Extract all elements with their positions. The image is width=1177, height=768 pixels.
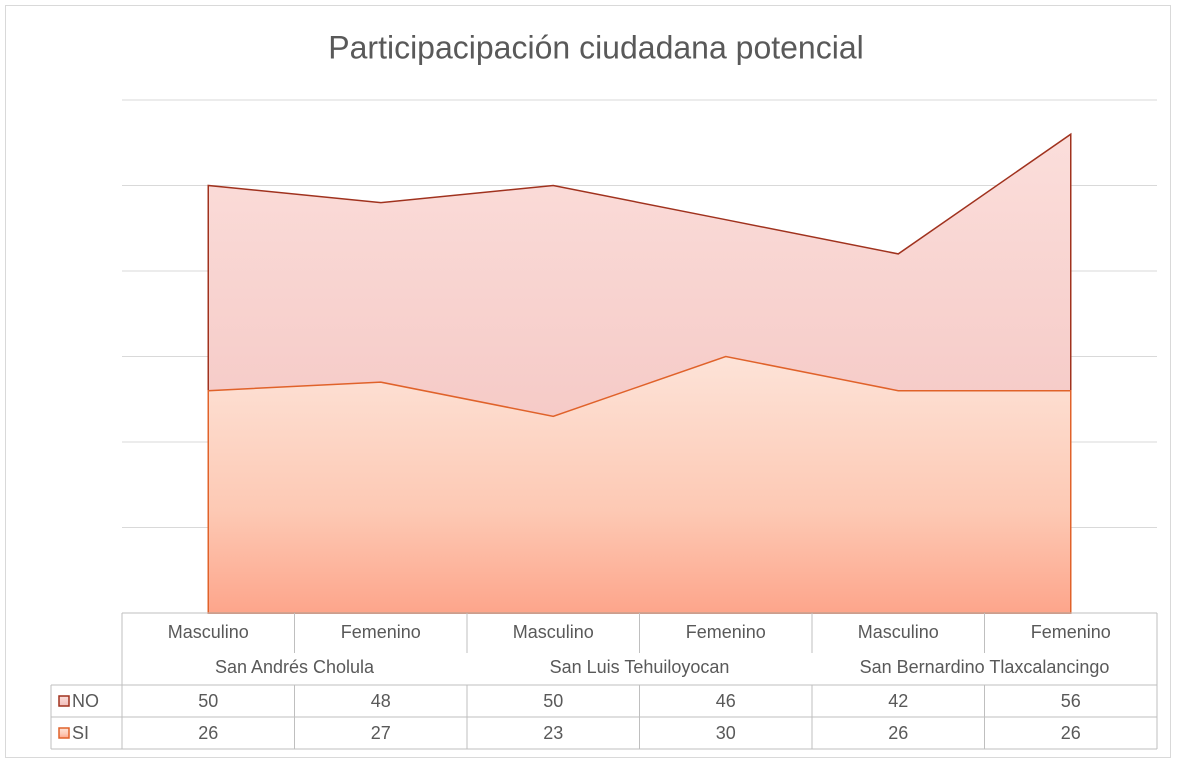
table-value: 26 <box>1061 723 1081 743</box>
area <box>207 355 1072 614</box>
table-value: 26 <box>198 723 218 743</box>
table-value: 46 <box>716 691 736 711</box>
x-tick-label: Femenino <box>1031 622 1111 642</box>
table-value: 26 <box>888 723 908 743</box>
table-value: 56 <box>1061 691 1081 711</box>
group-label: San Luis Tehuiloyocan <box>550 657 730 677</box>
legend-label: SI <box>72 723 89 743</box>
table-value: 50 <box>198 691 218 711</box>
x-tick-label: Masculino <box>513 622 594 642</box>
group-label: San Bernardino Tlaxcalancingo <box>860 657 1110 677</box>
legend-label: NO <box>72 691 99 711</box>
x-tick-label: Femenino <box>341 622 421 642</box>
legend-key <box>58 727 70 739</box>
table-value: 27 <box>371 723 391 743</box>
chart-title: Participacipación ciudadana potencial <box>328 29 863 65</box>
x-tick-label: Masculino <box>168 622 249 642</box>
table-value: 50 <box>543 691 563 711</box>
legend-key <box>58 695 70 707</box>
table-value: 48 <box>371 691 391 711</box>
table-value: 23 <box>543 723 563 743</box>
table-value: 42 <box>888 691 908 711</box>
table-value: 30 <box>716 723 736 743</box>
group-label: San Andrés Cholula <box>215 657 375 677</box>
x-tick-label: Masculino <box>858 622 939 642</box>
x-tick-label: Femenino <box>686 622 766 642</box>
